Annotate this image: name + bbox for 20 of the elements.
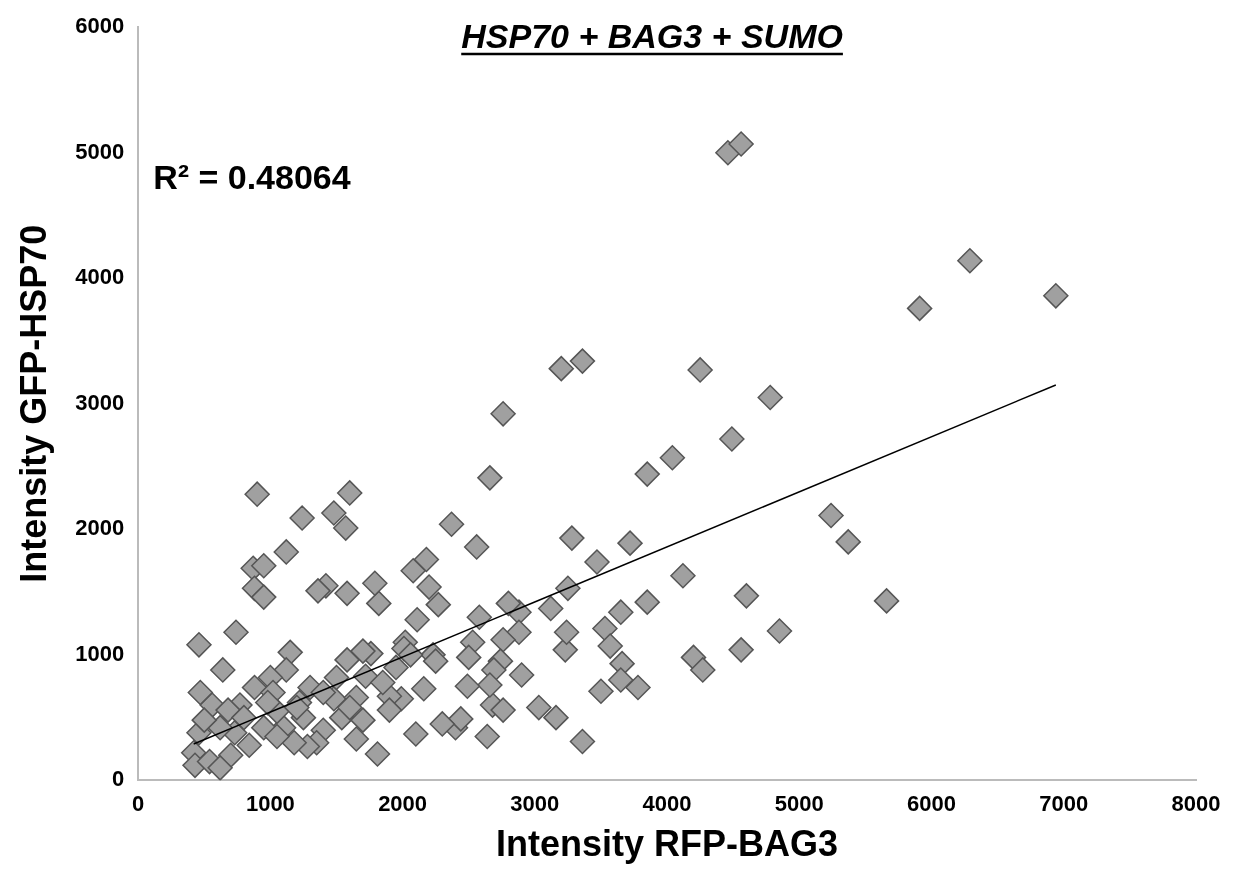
y-tick-label: 2000 [75, 515, 125, 541]
x-axis-title: Intensity RFP-BAG3 [496, 823, 839, 865]
y-tick-label: 1000 [75, 640, 125, 666]
y-tick-label: 5000 [75, 138, 125, 164]
y-tick-label: 3000 [75, 389, 125, 415]
y-tick-label: 4000 [75, 264, 125, 290]
x-tick-label: 6000 [907, 790, 957, 816]
x-tick-label: 4000 [642, 790, 692, 816]
x-tick-label: 7000 [1039, 790, 1089, 816]
y-tick-label: 6000 [75, 13, 125, 39]
annotation: R² = 0.48064 [153, 158, 351, 197]
y-tick-label: 0 [111, 766, 125, 792]
chart-title: HSP70 + BAG3 + SUMO [461, 17, 843, 55]
x-tick-label: 8000 [1171, 790, 1221, 816]
y-axis-title: Intensity GFP-HSP70 [12, 224, 54, 583]
x-tick-label: 2000 [378, 790, 428, 816]
x-tick-label: 5000 [774, 790, 824, 816]
x-tick-label: 1000 [245, 790, 295, 816]
x-tick-label: 0 [132, 790, 145, 816]
x-tick-label: 3000 [510, 790, 560, 816]
